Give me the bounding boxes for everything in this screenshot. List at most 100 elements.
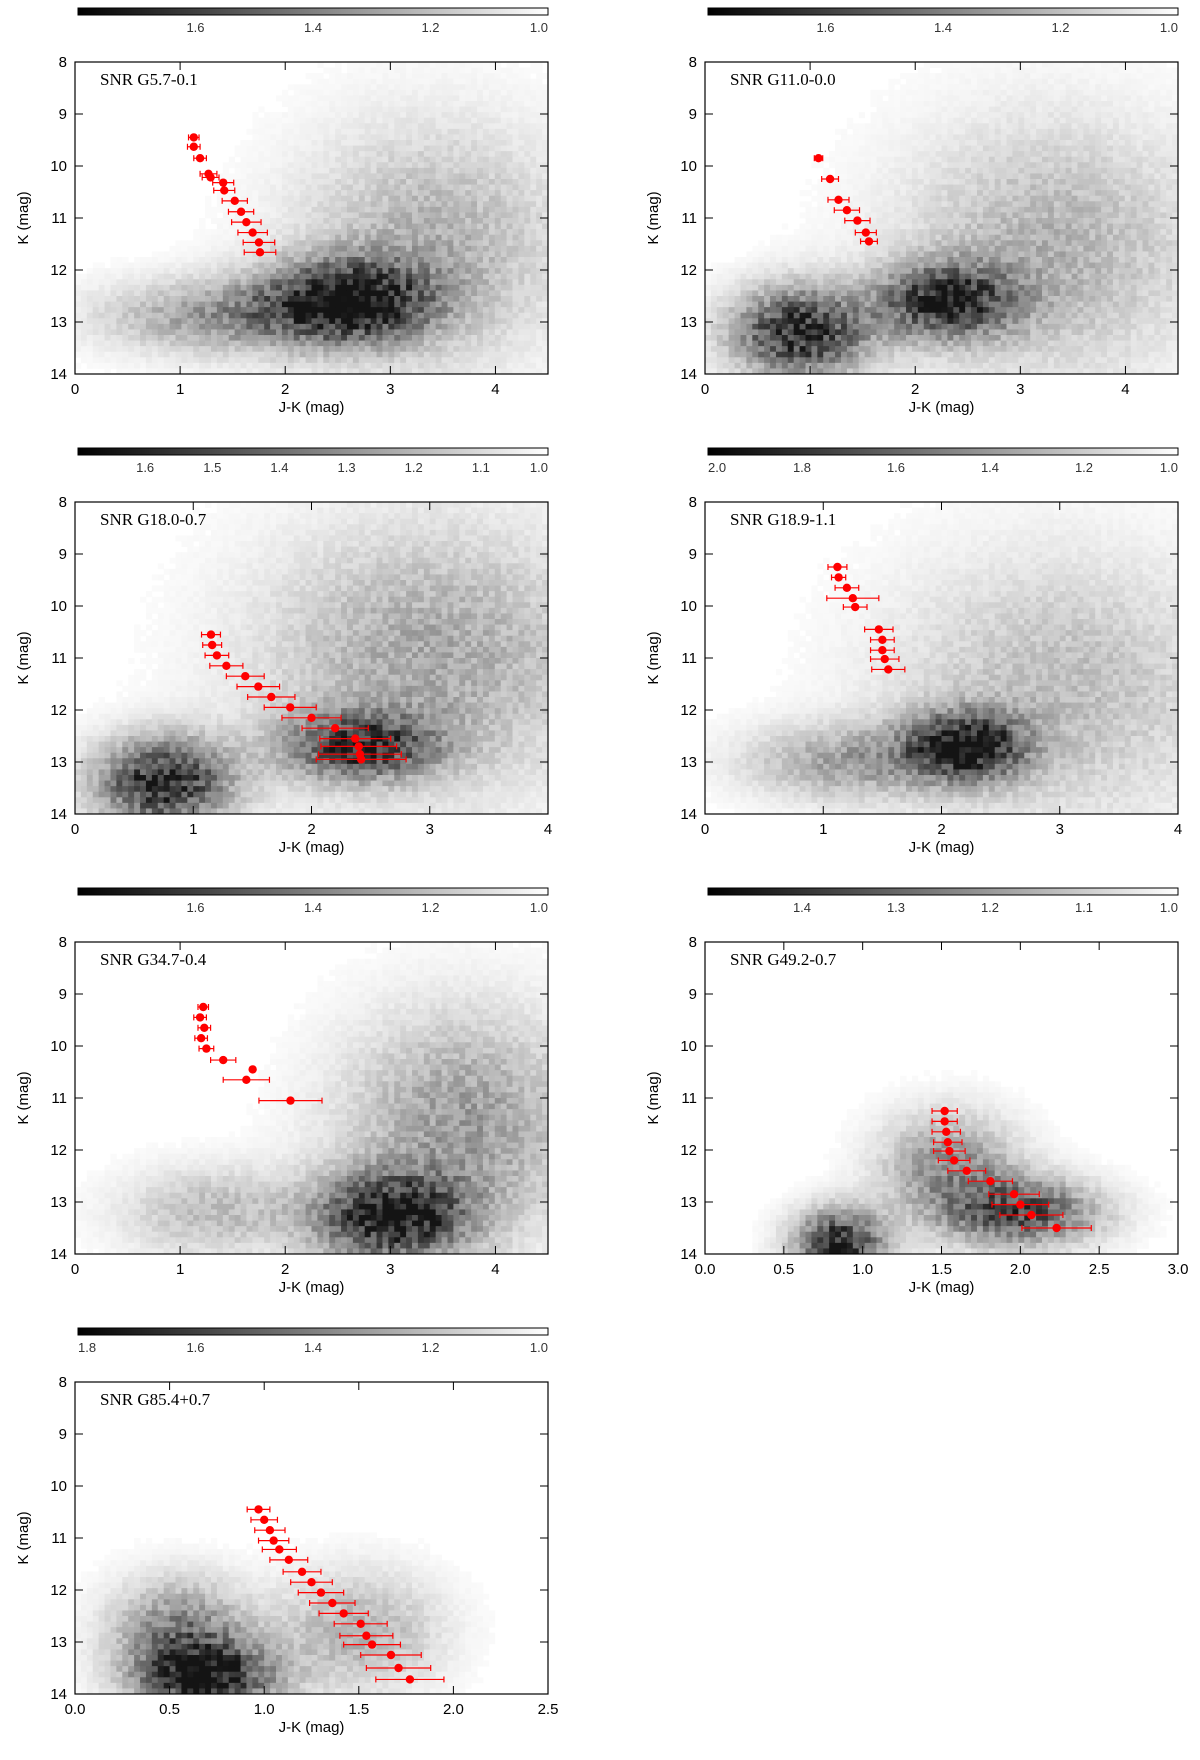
y-tick-label: 9 (689, 986, 697, 1003)
y-tick-label: 10 (50, 598, 67, 615)
data-point (1016, 1200, 1024, 1208)
y-tick-label: 12 (50, 1142, 67, 1159)
colorbar-tick-label: 1.3 (887, 900, 905, 915)
y-tick-label: 9 (59, 986, 67, 1003)
x-axis-label: J-K (mag) (279, 1719, 345, 1736)
x-tick-label: 2.0 (443, 1701, 464, 1718)
data-point (298, 1568, 306, 1576)
y-axis-label: K (mag) (645, 191, 662, 244)
y-tick-label: 9 (689, 106, 697, 123)
data-point (222, 662, 230, 670)
x-tick-label: 1.0 (254, 1701, 275, 1718)
data-point (355, 742, 363, 750)
data-point (849, 594, 857, 602)
x-tick-label: 3 (386, 1261, 394, 1278)
panel-title: SNR G18.9-1.1 (730, 510, 836, 529)
colorbar-tick-label: 1.2 (405, 460, 423, 475)
x-tick-label: 0.0 (695, 1261, 716, 1278)
y-tick-label: 11 (51, 650, 67, 667)
x-tick-label: 0 (71, 381, 79, 398)
y-tick-label: 11 (51, 1090, 67, 1107)
data-point (196, 1013, 204, 1021)
y-tick-label: 12 (50, 702, 67, 719)
colorbar-tick-label: 1.0 (530, 20, 548, 35)
y-tick-label: 12 (680, 1142, 697, 1159)
data-point (944, 1138, 952, 1146)
data-point (208, 641, 216, 649)
x-tick-label: 2 (937, 821, 945, 838)
y-tick-label: 8 (59, 934, 67, 951)
x-tick-label: 1.0 (852, 1261, 873, 1278)
x-tick-label: 2 (281, 381, 289, 398)
data-point (286, 1096, 294, 1104)
y-tick-label: 13 (680, 754, 697, 771)
data-point (231, 197, 239, 205)
density-map (705, 62, 1178, 374)
y-axis-label: K (mag) (15, 631, 32, 684)
colorbar-tick-label: 1.1 (472, 460, 490, 475)
data-point (207, 630, 215, 638)
y-tick-label: 10 (50, 1478, 67, 1495)
data-point (219, 178, 227, 186)
y-tick-label: 13 (50, 1194, 67, 1211)
data-point (814, 154, 822, 162)
colorbar (708, 888, 1178, 895)
colorbar-tick-label: 1.4 (304, 20, 322, 35)
y-tick-label: 10 (680, 598, 697, 615)
data-point (190, 133, 198, 141)
data-point (387, 1651, 395, 1659)
data-point (202, 1044, 210, 1052)
colorbar-tick-label: 1.6 (186, 1340, 204, 1355)
data-point (339, 1609, 347, 1617)
data-point (884, 665, 892, 673)
data-point (275, 1545, 283, 1553)
x-tick-label: 3 (1016, 381, 1024, 398)
x-tick-label: 2 (911, 381, 919, 398)
y-tick-label: 14 (680, 366, 697, 383)
colorbar (78, 1328, 548, 1335)
x-tick-label: 4 (544, 821, 552, 838)
panel-title: SNR G11.0-0.0 (730, 70, 836, 89)
y-tick-label: 14 (50, 806, 67, 823)
data-point (368, 1640, 376, 1648)
x-tick-label: 2.5 (1089, 1261, 1110, 1278)
x-tick-label: 3 (1056, 821, 1064, 838)
data-point (950, 1156, 958, 1164)
data-point (881, 655, 889, 663)
y-tick-label: 13 (50, 754, 67, 771)
y-tick-label: 10 (50, 1038, 67, 1055)
data-point (199, 1003, 207, 1011)
colorbar-tick-label: 1.0 (1160, 900, 1178, 915)
x-tick-label: 0 (71, 1261, 79, 1278)
x-tick-label: 2 (281, 1261, 289, 1278)
density-map (75, 502, 548, 814)
colorbar-tick-label: 1.2 (1075, 460, 1093, 475)
data-point (206, 173, 214, 181)
density-map (75, 942, 548, 1254)
x-tick-label: 4 (1174, 821, 1182, 838)
x-tick-label: 0.5 (773, 1261, 794, 1278)
x-tick-label: 4 (491, 1261, 499, 1278)
data-point (940, 1117, 948, 1125)
data-point (254, 1505, 262, 1513)
data-point (1010, 1190, 1018, 1198)
data-point (986, 1177, 994, 1185)
y-tick-label: 11 (681, 650, 697, 667)
data-point (963, 1167, 971, 1175)
colorbar (78, 888, 548, 895)
x-tick-label: 3 (386, 381, 394, 398)
data-point (220, 186, 228, 194)
colorbar-tick-label: 1.0 (1160, 20, 1178, 35)
colorbar-tick-label: 1.0 (530, 460, 548, 475)
x-tick-label: 1.5 (931, 1261, 952, 1278)
y-tick-label: 12 (680, 262, 697, 279)
x-axis-label: J-K (mag) (279, 1279, 345, 1296)
colorbar-tick-label: 1.0 (530, 900, 548, 915)
data-point (248, 228, 256, 236)
data-point (878, 636, 886, 644)
y-tick-label: 13 (50, 314, 67, 331)
x-tick-label: 4 (491, 381, 499, 398)
data-point (200, 1024, 208, 1032)
